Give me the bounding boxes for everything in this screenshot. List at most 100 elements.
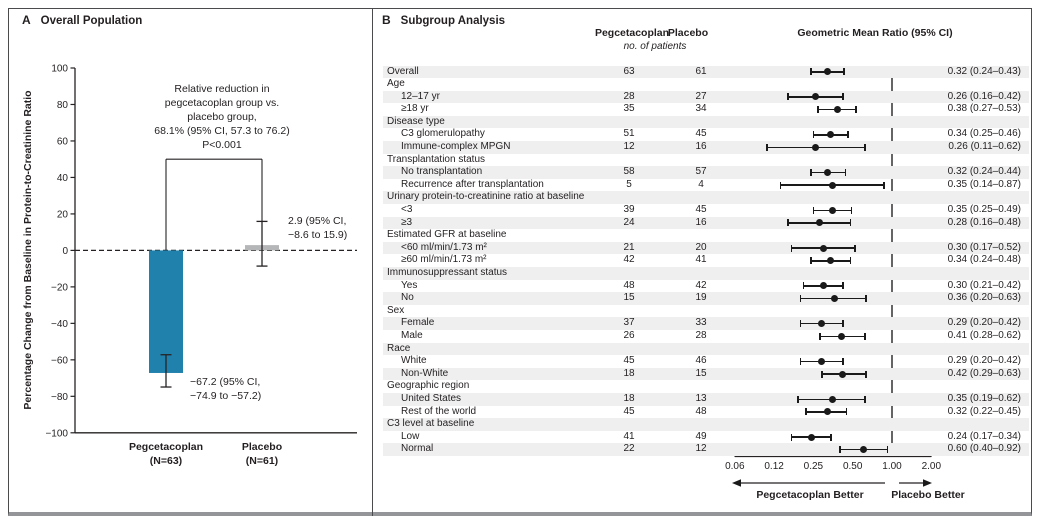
subgroup-data-row: <60 ml/min/1.73 m² 21 20 0.30 (0.17–0.52) <box>383 241 1029 255</box>
panel-b-letter: B <box>382 13 391 27</box>
a-bar-ci-annotation: −67.2 (95% CI, −74.9 to −57.2) <box>190 375 261 403</box>
point-estimate-dot <box>807 433 815 441</box>
subgroup-label: C3 glomerulopathy <box>401 128 485 140</box>
subgroup-data-row: ≥60 ml/min/1.73 m² 42 41 0.34 (0.24–0.48) <box>383 254 1029 267</box>
subgroup-category-row: Transplantation status <box>383 154 1029 167</box>
ci-cap-low <box>766 143 768 151</box>
placebo-count: 33 <box>695 317 707 329</box>
subgroup-data-row: Overall 63 61 0.32 (0.24–0.43) <box>383 65 1029 79</box>
a-comparison-annotation: Relative reduction in pegcetacoplan group… <box>100 82 344 152</box>
ratio-ci-text: 0.32 (0.24–0.44) <box>947 166 1021 178</box>
subgroup-data-row: Immune-complex MPGN 12 16 0.26 (0.11–0.62) <box>383 141 1029 154</box>
pegcetacoplan-count: 26 <box>623 329 635 341</box>
point-estimate-dot <box>823 169 831 177</box>
ci-cap-low <box>812 131 815 139</box>
point-estimate-dot <box>859 446 867 454</box>
subgroup-category-row: Disease type <box>383 115 1029 129</box>
subgroup-data-row: Female 37 33 0.29 (0.20–0.42) <box>383 317 1029 330</box>
subgroup-data-row: Low 41 49 0.24 (0.17–0.34) <box>383 431 1029 444</box>
pegcetacoplan-count: 63 <box>623 65 635 77</box>
point-estimate-dot <box>820 282 828 290</box>
column-header-placebo: Placebo <box>667 27 709 39</box>
subgroup-data-row: No transplantation 58 57 0.32 (0.24–0.44) <box>383 166 1029 179</box>
ci-cap-high <box>865 370 867 378</box>
placebo-count: 28 <box>695 329 707 341</box>
placebo-count: 41 <box>695 254 707 266</box>
subgroup-label: Age <box>387 78 405 90</box>
a-bar-ci-line1: 2.9 (95% CI, <box>288 215 347 227</box>
ratio-ci-text: 0.34 (0.24–0.48) <box>947 254 1021 266</box>
ratio-ci-text: 0.28 (0.16–0.48) <box>947 216 1021 228</box>
point-estimate-dot <box>828 181 836 189</box>
ratio-ci-text: 0.34 (0.25–0.46) <box>947 128 1021 140</box>
subgroup-label: Immune-complex MPGN <box>401 141 511 153</box>
a-comparison-line: Relative reduction in <box>174 83 270 95</box>
pegcetacoplan-count: 51 <box>623 128 635 140</box>
placebo-count: 27 <box>695 90 707 102</box>
subgroup-data-row: Normal 22 12 0.60 (0.40–0.92) <box>383 443 1029 456</box>
ci-cap-high <box>849 219 852 227</box>
a-comparison-line: placebo group, <box>187 111 257 123</box>
subgroup-label: Estimated GFR at baseline <box>387 229 507 241</box>
subgroup-label: United States <box>401 392 462 404</box>
ci-cap-low <box>790 244 793 252</box>
ci-cap-low <box>839 446 841 454</box>
ci-cap-low <box>787 219 789 227</box>
point-estimate-dot <box>816 219 824 227</box>
ci-cap-high <box>886 446 889 454</box>
ci-cap-low <box>790 433 793 441</box>
a-bar-ci-line2: −8.6 to 15.9) <box>288 229 348 241</box>
point-estimate-dot <box>812 143 820 151</box>
subgroup-data-row: Male 26 28 0.41 (0.28–0.62) <box>383 330 1029 343</box>
subgroup-label: Low <box>401 430 420 442</box>
placebo-count: 34 <box>695 103 707 115</box>
point-estimate-dot <box>818 320 826 328</box>
ci-cap-low <box>821 370 823 378</box>
ci-cap-low <box>810 68 812 76</box>
a-category-label: Pegcetacoplan (N=63) <box>106 440 226 468</box>
figure-border <box>8 8 1032 516</box>
direction-label-right: Placebo Better <box>891 489 965 501</box>
placebo-count: 49 <box>695 430 707 442</box>
placebo-count: 4 <box>698 178 704 190</box>
ci-cap-high <box>864 395 866 403</box>
panel-divider <box>372 8 373 516</box>
pegcetacoplan-count: 42 <box>623 254 635 266</box>
subgroup-label: Immunosuppressant status <box>387 267 508 278</box>
subgroup-label: Geographic region <box>387 380 470 392</box>
a-bar-ci-line1: −67.2 (95% CI, <box>190 376 261 388</box>
subgroup-label: Recurrence after transplantation <box>401 178 544 190</box>
subgroup-data-row: ≥18 yr 35 34 0.38 (0.27–0.53) <box>383 103 1029 116</box>
subgroup-category-row: Sex <box>383 305 1029 318</box>
pegcetacoplan-count: 18 <box>623 367 635 379</box>
subgroup-data-row: United States 18 13 0.35 (0.19–0.62) <box>383 392 1029 406</box>
pegcetacoplan-count: 58 <box>623 166 635 178</box>
subgroup-label: Race <box>387 342 411 354</box>
point-estimate-dot <box>828 395 836 403</box>
pegcetacoplan-count: 5 <box>626 178 632 190</box>
subgroup-data-row: 12–17 yr 28 27 0.26 (0.16–0.42) <box>383 90 1029 104</box>
pegcetacoplan-count: 48 <box>623 279 635 291</box>
direction-label-left: Pegcetacoplan Better <box>756 489 864 501</box>
subgroup-label: ≥3 <box>401 216 413 228</box>
ci-cap-low <box>787 93 789 101</box>
ratio-ci-text: 0.29 (0.20–0.42) <box>947 317 1021 329</box>
subgroup-label: White <box>401 355 427 367</box>
ratio-ci-text: 0.38 (0.27–0.53) <box>947 103 1021 115</box>
column-header-geometric-mean-ratio: Geometric Mean Ratio (95% CI) <box>797 27 953 39</box>
ci-cap-high <box>864 332 866 340</box>
subgroup-data-row: Rest of the world 45 48 0.32 (0.22–0.45) <box>383 406 1029 419</box>
ci-cap-high <box>855 106 857 114</box>
subgroup-label: ≥18 yr <box>401 103 429 115</box>
subgroup-label: Rest of the world <box>401 405 477 417</box>
subgroup-label: Overall <box>387 65 419 77</box>
pegcetacoplan-count: 28 <box>623 90 635 102</box>
placebo-count: 19 <box>695 292 707 304</box>
subgroup-data-row: No 15 19 0.36 (0.20–0.63) <box>383 292 1029 305</box>
a-comparison-line: P<0.001 <box>202 139 242 151</box>
ratio-ci-text: 0.60 (0.40–0.92) <box>947 443 1021 455</box>
placebo-count: 45 <box>695 204 707 216</box>
point-estimate-dot <box>828 206 836 214</box>
ci-cap-low <box>810 169 812 177</box>
placebo-count: 61 <box>695 65 707 77</box>
